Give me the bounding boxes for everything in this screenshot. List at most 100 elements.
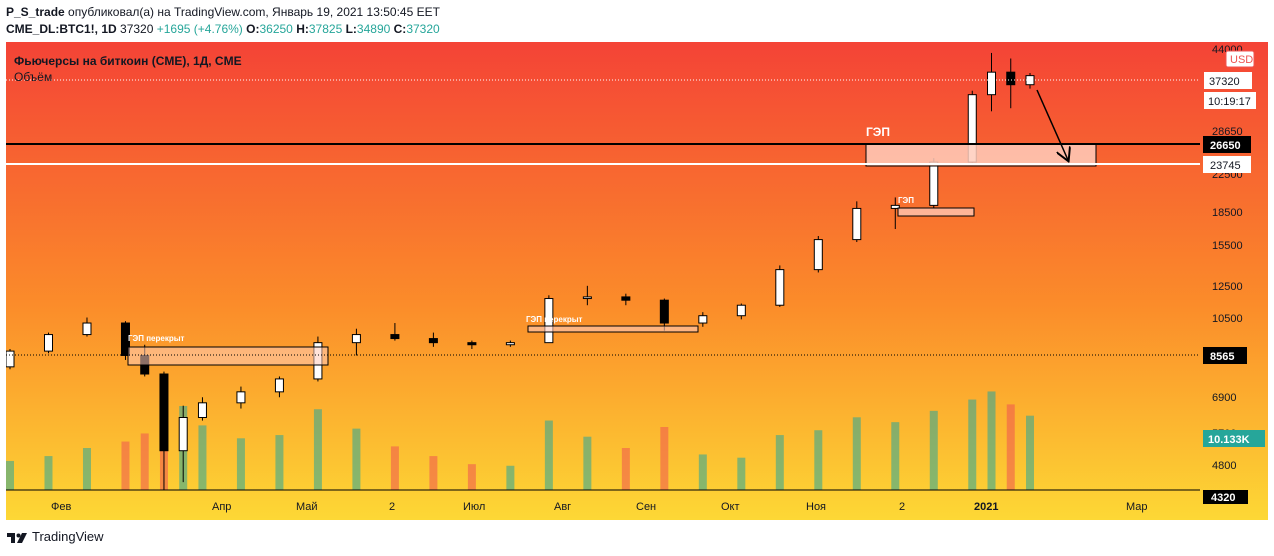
candle-body[interactable] xyxy=(178,416,188,452)
price-axis[interactable] xyxy=(1200,42,1268,490)
symbol-name[interactable]: CME_DL:BTC1!, 1D xyxy=(6,22,117,36)
tick-28650: 28650 xyxy=(1212,126,1243,138)
symbol-line: CME_DL:BTC1!, 1D 37320 +1695 (+4.76%) O:… xyxy=(6,22,440,36)
volume-bar xyxy=(121,441,130,490)
author-name[interactable]: P_S_trade xyxy=(6,5,65,19)
candle-body[interactable] xyxy=(467,342,477,346)
candle-body[interactable] xyxy=(1006,71,1016,86)
currency-badge[interactable] xyxy=(1225,50,1255,68)
candle-body[interactable] xyxy=(987,71,997,96)
time-tick-feb: Фев xyxy=(51,501,71,513)
volume-bar xyxy=(544,420,553,490)
gap-box-small[interactable] xyxy=(897,207,975,217)
tick-4320-box xyxy=(1203,490,1248,504)
volume-bar xyxy=(1026,415,1034,490)
countdown-box xyxy=(1204,92,1256,109)
volume-bar xyxy=(352,428,361,490)
candle-body[interactable] xyxy=(274,378,284,393)
tick-10500: 10500 xyxy=(1212,313,1243,325)
volume-bar xyxy=(775,435,784,490)
gap-box-closed-1[interactable] xyxy=(127,346,329,366)
gap-closed-label-2: ГЭП перекрыт xyxy=(526,315,583,324)
candle-body[interactable] xyxy=(197,402,207,418)
volume-bar xyxy=(891,422,900,490)
volume-bar xyxy=(390,446,399,490)
candle-body[interactable] xyxy=(698,315,708,324)
high-label: H: xyxy=(296,22,309,36)
time-axis[interactable] xyxy=(6,490,1200,520)
gap-small-label: ГЭП xyxy=(898,196,914,205)
volume-bar xyxy=(621,448,630,490)
level-upper-box xyxy=(1203,136,1251,153)
footer: TradingView xyxy=(6,529,104,545)
tradingview-logo-icon xyxy=(7,532,27,543)
level-upper-label: 26650 xyxy=(1210,140,1241,152)
close-label: C: xyxy=(393,22,407,36)
candle-body[interactable] xyxy=(852,207,862,241)
candle-body[interactable] xyxy=(890,204,900,209)
open-value: 36250 xyxy=(259,22,293,36)
tick-4320: 4320 xyxy=(1211,492,1235,504)
tick-15500: 15500 xyxy=(1212,240,1243,252)
high-value: 37825 xyxy=(308,22,343,36)
time-tick-2-dec: 2 xyxy=(899,501,905,513)
candle-body[interactable] xyxy=(659,299,669,324)
volume-value-box xyxy=(1203,430,1265,447)
volume-bar xyxy=(236,438,245,490)
volume-bar xyxy=(698,454,707,490)
time-tick-oct: Окт xyxy=(721,501,740,513)
legend-volume[interactable]: Объём xyxy=(14,70,52,84)
candle-body[interactable] xyxy=(390,334,400,340)
volume-bar xyxy=(737,457,746,490)
candle-body[interactable] xyxy=(736,304,746,317)
volume-bar xyxy=(987,391,996,490)
price-change: +1695 (+4.76%) xyxy=(156,22,243,36)
volume-bar xyxy=(852,417,861,490)
chart-svg[interactable]: ГЭП перекрыт ГЭП перекрыт ГЭП ГЭП Фьючер… xyxy=(5,42,1268,520)
candle-body[interactable] xyxy=(929,161,939,206)
gap-box-main[interactable] xyxy=(865,143,1097,167)
tick-4800: 4800 xyxy=(1212,460,1236,472)
current-price-box xyxy=(1204,72,1252,89)
volume-bar xyxy=(140,433,149,490)
candle-body[interactable] xyxy=(621,296,631,301)
chart-background xyxy=(6,42,1268,520)
volume-bar xyxy=(82,448,91,490)
candle-body[interactable] xyxy=(428,338,438,344)
volume-bar xyxy=(467,464,476,490)
legend-title[interactable]: Фьючерсы на биткоин (CME), 1Д, CME xyxy=(14,54,242,68)
volume-bar xyxy=(506,465,515,490)
close-value: 37320 xyxy=(406,22,440,36)
candle-body[interactable] xyxy=(82,322,92,336)
candle-body[interactable] xyxy=(544,298,554,344)
time-tick-jul: Июл xyxy=(463,501,485,513)
candle-body[interactable] xyxy=(813,239,823,271)
time-tick-2-jun: 2 xyxy=(389,501,395,513)
candle-body[interactable] xyxy=(775,269,785,306)
last-price: 37320 xyxy=(120,22,154,36)
gap-main-label: ГЭП xyxy=(866,125,890,139)
candle-body[interactable] xyxy=(351,334,361,344)
candle-body[interactable] xyxy=(505,342,515,346)
open-label: O: xyxy=(246,22,260,36)
tick-12500: 12500 xyxy=(1212,281,1243,293)
chart-frame[interactable]: ГЭП перекрыт ГЭП перекрыт ГЭП ГЭП Фьючер… xyxy=(5,42,1268,520)
gap-box-closed-2[interactable] xyxy=(527,325,699,333)
candle-body[interactable] xyxy=(236,391,246,404)
gap-closed-label-1: ГЭП перекрыт xyxy=(128,334,185,343)
candle-body[interactable] xyxy=(120,322,130,356)
candle-body[interactable] xyxy=(5,350,15,368)
candle-body[interactable] xyxy=(159,373,169,452)
candle-body[interactable] xyxy=(582,296,592,300)
candle-body[interactable] xyxy=(43,334,53,352)
forecast-arrow[interactable] xyxy=(1036,89,1068,160)
footer-brand[interactable]: TradingView xyxy=(32,529,104,544)
time-tick-apr: Апр xyxy=(212,501,231,513)
tick-18500: 18500 xyxy=(1212,207,1243,219)
tick-6900: 6900 xyxy=(1212,392,1236,404)
volume-bar xyxy=(429,456,438,490)
volume-bar xyxy=(814,430,823,490)
currency-label: USD xyxy=(1230,54,1253,66)
countdown-label: 10:19:17 xyxy=(1208,96,1251,108)
volume-bar xyxy=(583,436,592,490)
